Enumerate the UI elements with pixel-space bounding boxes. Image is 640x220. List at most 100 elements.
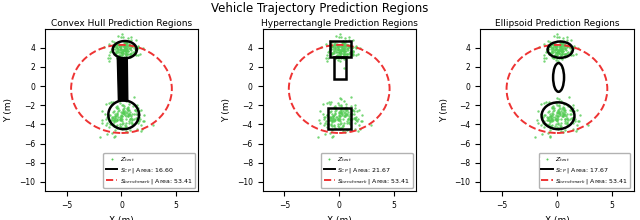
Point [563,118,573,122]
Point [122,43,132,47]
Point [112,47,122,50]
Point [134,119,144,123]
Point [121,49,131,53]
Point [335,114,346,118]
Point [557,42,567,45]
Point [116,56,127,59]
Point [111,124,122,127]
Point [328,116,338,119]
Point [539,119,549,123]
Point [118,111,128,115]
Point [124,46,134,49]
Point [108,122,118,126]
Point [334,118,344,121]
Point [345,43,355,47]
Point [556,41,566,45]
Point [548,48,558,51]
Point [560,46,570,49]
Point [339,55,349,59]
Point [337,125,348,128]
Point [559,102,569,106]
Point [113,54,124,58]
Point [126,120,136,124]
Point [568,103,578,107]
Point [351,53,361,57]
Point [125,110,135,114]
Point [109,118,119,122]
Point [557,66,567,70]
Point [332,50,342,54]
Point [565,52,575,55]
Point [102,132,112,135]
Point [563,43,573,47]
Point [556,55,566,59]
Point [330,109,340,113]
Point [103,57,113,60]
Point [129,118,140,121]
Point [117,122,127,125]
Point [112,112,122,115]
Point [122,42,132,45]
Point [115,44,125,47]
Point [557,50,567,53]
Point [564,46,575,50]
Point [556,44,566,48]
Point [336,52,346,55]
Point [552,51,563,54]
Point [113,55,124,58]
Point [554,104,564,107]
Point [108,115,118,118]
Point [328,114,339,118]
Point [551,47,561,51]
Point [127,117,137,121]
Point [552,51,563,54]
Point [545,114,556,118]
Point [558,49,568,53]
Point [554,40,564,44]
Point [568,119,579,122]
Point [111,125,121,128]
Point [547,118,557,122]
Point [550,44,561,48]
Point [111,119,122,122]
Point [97,121,108,124]
Point [332,53,342,57]
Point [114,42,124,45]
Point [339,50,349,53]
Point [339,121,349,125]
Point [544,110,554,113]
Point [329,113,339,117]
Point [558,36,568,39]
Point [332,55,342,58]
Point [312,136,323,139]
Point [328,45,338,48]
Point [102,115,113,119]
Point [113,43,124,47]
Point [567,117,577,120]
Point [127,44,137,48]
Point [339,52,349,56]
Point [550,101,561,104]
Point [548,106,559,110]
Point [110,116,120,119]
Point [328,134,338,138]
Point [120,114,130,117]
Point [326,118,337,122]
Point [148,123,158,127]
Point [336,110,346,114]
Point [541,57,551,60]
Point [559,108,569,111]
Point [116,51,127,54]
Point [122,114,132,117]
Point [557,47,567,51]
Point [554,48,564,51]
Point [109,119,119,123]
Point [541,101,552,104]
Point [543,131,553,134]
Point [548,51,559,54]
Point [545,40,555,44]
Point [548,56,558,60]
Point [543,101,554,104]
Point [547,119,557,122]
Point [131,49,141,53]
